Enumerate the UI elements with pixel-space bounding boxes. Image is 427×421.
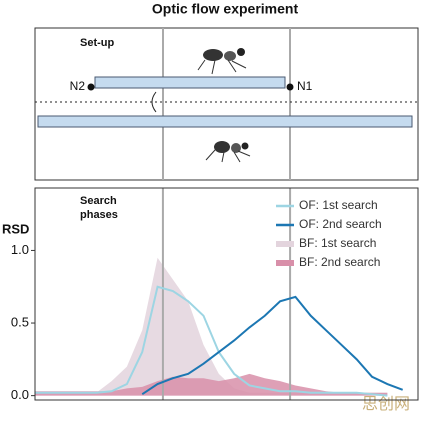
ant-bottom: [205, 141, 251, 163]
legend-swatch: [276, 241, 294, 247]
plot-frame: [34, 187, 419, 401]
legend-swatch: [276, 260, 294, 266]
node-label: N2: [70, 79, 86, 93]
setup-label: Set-up: [80, 37, 115, 49]
node-dot: [286, 83, 294, 91]
legend-label: BF: 1st search: [299, 236, 376, 250]
node-dot: [87, 83, 95, 91]
legend-label: OF: 1st search: [299, 198, 378, 212]
figure-title: Optic flow experiment: [152, 1, 299, 17]
upper-bar: [94, 76, 286, 89]
lower-bar: [37, 115, 413, 128]
y-tick-label: 0.0: [11, 387, 29, 402]
y-tick-label: 0.5: [11, 314, 29, 329]
line: [35, 285, 388, 397]
line: [141, 295, 404, 396]
legend-label: BF: 2nd search: [299, 255, 380, 269]
ant-top: [197, 48, 247, 75]
setup-frame: [34, 27, 419, 181]
panel-label: Search: [80, 195, 117, 207]
area: [35, 257, 388, 396]
y-axis-label: RSD: [2, 221, 29, 236]
panel-label: phases: [80, 209, 118, 221]
angle-mark: [151, 91, 157, 113]
node-label: N1: [297, 79, 313, 93]
y-tick-label: 1.0: [11, 242, 29, 257]
watermark: 思创网: [362, 395, 410, 413]
area: [35, 373, 388, 396]
legend-label: OF: 2nd search: [299, 217, 382, 231]
